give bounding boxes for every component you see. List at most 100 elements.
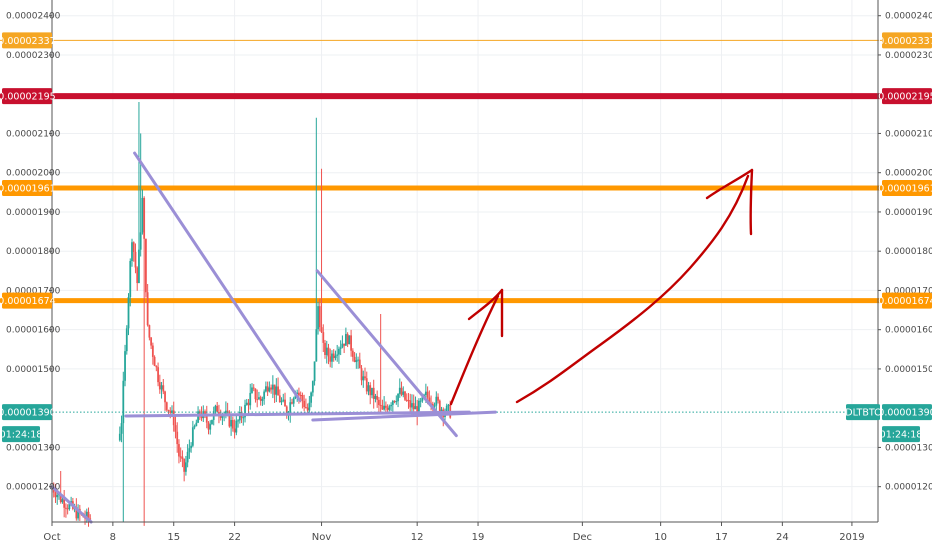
y-tick-label-right: 0.00001600	[885, 326, 932, 336]
candle-body	[395, 401, 398, 403]
candle-body	[355, 360, 358, 362]
level-badge-left: 0.00001674	[0, 292, 56, 309]
candle-body	[311, 381, 314, 393]
level-badge-right-bg	[882, 179, 932, 196]
y-tick-label-right: 0.00002400	[885, 12, 932, 22]
candle-body	[418, 400, 420, 416]
candle-body	[419, 400, 422, 402]
trendline	[50, 485, 93, 524]
candle-body	[381, 405, 384, 410]
current-price-badge-left-bg	[2, 404, 52, 421]
candle-body	[231, 420, 234, 429]
candle-body	[211, 419, 213, 425]
candle-body	[315, 329, 318, 362]
candle-body	[256, 399, 259, 401]
y-tick-label-left: 0.00001300	[6, 443, 61, 453]
y-tick-label-right: 0.00001300	[885, 443, 932, 453]
candle-body	[350, 335, 352, 351]
level-badge-left-text: 0.00002337	[0, 36, 56, 47]
candle-body	[317, 306, 319, 330]
axes: 0.00002400 0.00002400 0.00002300 0.00002300…	[6, 0, 932, 543]
candle-body	[193, 426, 196, 428]
level-badge-right-text: 0.00002195	[878, 92, 932, 103]
candle-body	[251, 387, 253, 393]
candle-body	[155, 366, 158, 368]
candle-body	[132, 242, 135, 252]
candle-body	[54, 492, 57, 498]
level-badge-right: 0.00002337	[878, 32, 932, 49]
candle-body	[273, 384, 276, 395]
y-tick-label-left: 0.00001600	[6, 326, 61, 336]
candle-body	[447, 404, 450, 406]
candle-body	[190, 445, 193, 449]
candle-body	[179, 456, 182, 458]
candle-body	[165, 402, 168, 410]
long-arrow-curve	[515, 174, 750, 404]
candle-body	[343, 343, 346, 346]
candle-body	[183, 459, 186, 472]
candle-body	[344, 334, 347, 346]
candle-body	[242, 417, 245, 419]
candle-body	[56, 494, 59, 498]
candle-body	[174, 425, 177, 432]
candle-body	[306, 407, 309, 411]
level-badge-left-text: 0.00001961	[0, 183, 56, 194]
candle-body	[393, 400, 396, 402]
candle-body	[379, 404, 382, 406]
trendlines	[50, 151, 497, 524]
candle-body	[245, 402, 248, 405]
candle-body	[285, 406, 288, 416]
candle-body	[409, 400, 412, 408]
short-arrow-head-left	[467, 288, 504, 321]
candle-body	[153, 356, 156, 367]
x-tick-label: Nov	[312, 532, 332, 543]
y-tick-label-right: 0.00001700	[885, 286, 932, 296]
countdown-badge-right: 01:24:18	[880, 426, 922, 443]
candle-body	[145, 238, 147, 293]
candle-body	[433, 405, 436, 407]
candle-body	[139, 232, 142, 250]
candle-body	[207, 422, 210, 430]
candle-body	[61, 499, 64, 503]
candle-body	[143, 197, 146, 239]
candle-body	[374, 395, 377, 399]
candle-body	[158, 382, 161, 390]
y-tick-label-left: 0.00002300	[6, 51, 61, 61]
candle-body	[304, 407, 307, 409]
y-tick-label-right: 0.00002000	[885, 169, 932, 179]
current-price-badge-right: 0.00001390	[878, 404, 932, 421]
candle-body	[226, 410, 229, 413]
x-tick-label: Oct	[43, 532, 60, 543]
candle-body	[275, 386, 278, 395]
candle-body	[424, 391, 427, 396]
candle-body	[378, 399, 380, 405]
y-tick-label-right: 0.00001900	[885, 208, 932, 218]
candle-body	[376, 395, 379, 400]
candle-body	[431, 403, 434, 407]
y-tick-label-right: 0.00001500	[885, 365, 932, 375]
long-arrow-head-right	[749, 168, 754, 236]
countdown-badge-left-text: 01:24:18	[0, 430, 42, 441]
candle-body	[336, 354, 339, 356]
candle-body	[412, 403, 415, 410]
candle-body	[218, 411, 220, 415]
x-tick-label: 24	[776, 532, 789, 543]
y-tick-label-left: 0.00001800	[6, 247, 61, 257]
y-tick-label-left: 0.00001200	[6, 483, 61, 493]
candle-body	[233, 428, 236, 433]
x-tick-label: 12	[411, 532, 424, 543]
candle-body	[308, 402, 311, 411]
candle-body	[331, 353, 333, 362]
candle-body	[437, 396, 439, 401]
candle-body	[320, 327, 323, 333]
candle-body	[87, 511, 90, 519]
trendline	[124, 410, 471, 418]
candle-body	[299, 394, 302, 396]
candle-body	[129, 261, 132, 297]
candle-body	[278, 395, 281, 403]
level-badge-right-text: 0.00002337	[878, 36, 932, 47]
candle-body	[157, 367, 159, 383]
candle-body	[270, 387, 273, 390]
candle-body	[301, 395, 304, 401]
